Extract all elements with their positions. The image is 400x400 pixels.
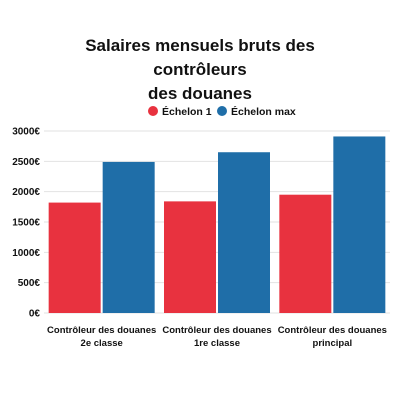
bar-echelon-max-cat-0 bbox=[102, 161, 155, 313]
y-tick-label: 1000€ bbox=[12, 248, 40, 259]
x-category-label: Contrôleur des douanes bbox=[162, 325, 271, 336]
y-tick-label: 500€ bbox=[18, 278, 41, 289]
bars bbox=[48, 136, 386, 313]
x-category-label: Contrôleur des douanes bbox=[47, 325, 156, 336]
y-axis: 0€ 500€ 1000€ 1500€ 2000€ 2500€ 3000€ bbox=[12, 127, 40, 320]
chart-title-line-2: des douanes bbox=[148, 84, 252, 103]
x-category-label: Contrôleur des douanes bbox=[278, 325, 387, 336]
legend: Échelon 1 Échelon max bbox=[148, 105, 296, 118]
x-category-label: 2e classe bbox=[81, 338, 123, 349]
legend-label-echelon-1: Échelon 1 bbox=[162, 105, 212, 118]
y-tick-label: 2500€ bbox=[12, 157, 40, 168]
chart-title-line-1: Salaires mensuels bruts des contrôleurs bbox=[85, 36, 315, 79]
bar-echelon-1-cat-2 bbox=[279, 194, 332, 313]
chart-title: Salaires mensuels bruts des contrôleurs … bbox=[40, 34, 360, 106]
bar-echelon-max-cat-2 bbox=[333, 136, 386, 313]
x-category-label: 1re classe bbox=[194, 338, 240, 349]
bar-echelon-1-cat-0 bbox=[48, 202, 101, 313]
x-category-label: principal bbox=[313, 338, 353, 349]
legend-marker-echelon-1 bbox=[148, 106, 158, 116]
bar-echelon-1-cat-1 bbox=[164, 201, 216, 313]
y-tick-label: 3000€ bbox=[12, 127, 40, 138]
bar-echelon-max-cat-1 bbox=[218, 152, 270, 313]
y-tick-label: 0€ bbox=[29, 309, 41, 320]
x-axis: Contrôleur des douanes 2e classe Contrôleu… bbox=[47, 325, 387, 349]
legend-marker-echelon-max bbox=[217, 106, 227, 116]
y-tick-label: 1500€ bbox=[12, 218, 40, 229]
y-tick-label: 2000€ bbox=[12, 187, 40, 198]
legend-label-echelon-max: Échelon max bbox=[231, 105, 296, 118]
gridlines bbox=[44, 130, 390, 314]
